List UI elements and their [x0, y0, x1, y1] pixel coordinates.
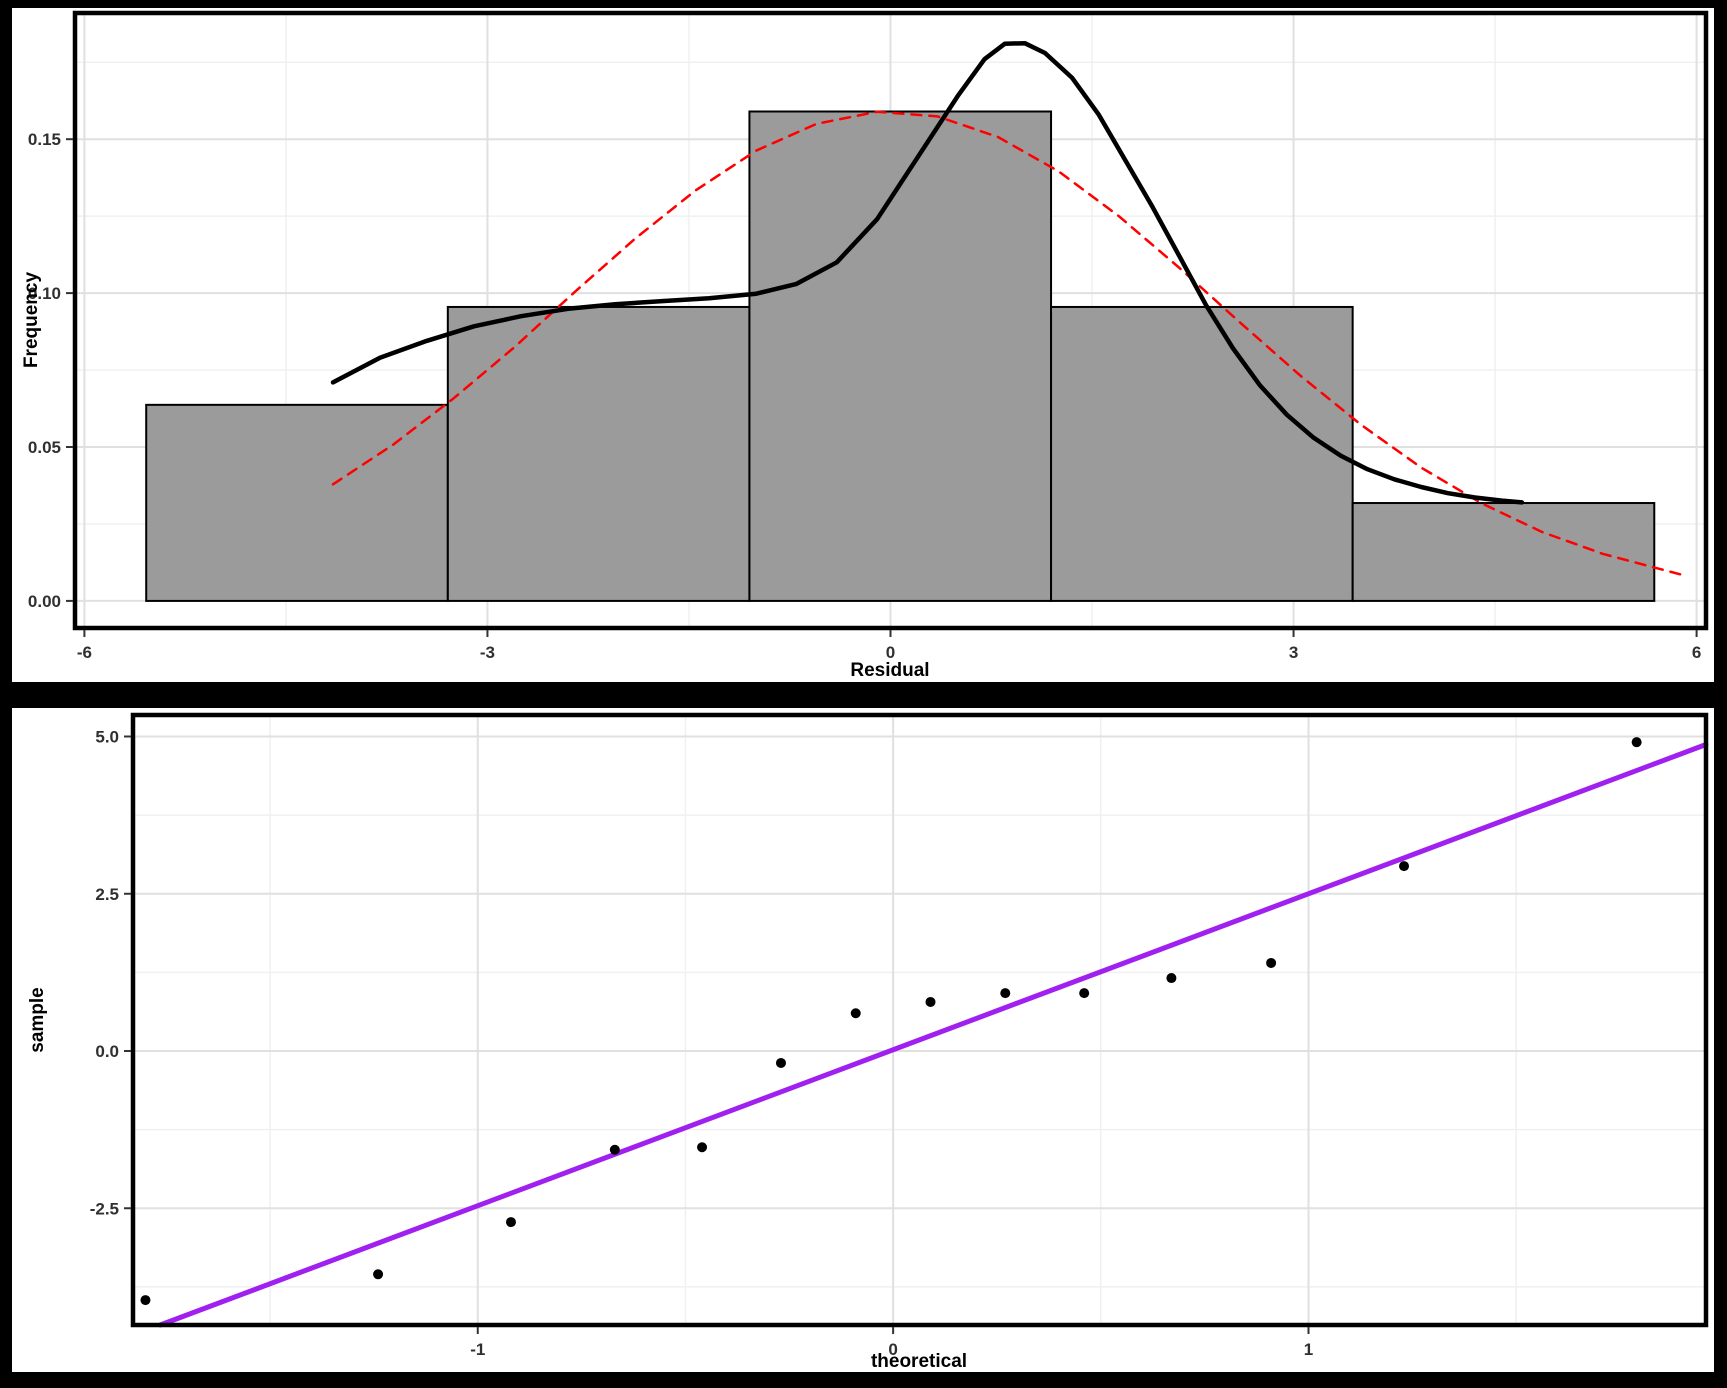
qq-point	[697, 1142, 708, 1153]
panel-border	[72, 10, 1709, 631]
histogram-y-axis-title: Frequency	[21, 271, 42, 369]
x-tick-label: 0	[886, 643, 895, 662]
qq-point	[1631, 737, 1642, 748]
histogram-chart-card: -6 -3 0 3 6 0.00 0.05 0.10 0.15 Residual Frequen…	[12, 8, 1714, 682]
x-tick-label: -1	[470, 1340, 485, 1359]
qq-point	[775, 1057, 786, 1068]
qq-point	[505, 1217, 516, 1228]
qq-point	[1266, 957, 1277, 968]
y-tick-label: 0.0	[95, 1042, 119, 1061]
qq-point	[1399, 861, 1410, 872]
y-tick-label: 0.10	[28, 284, 61, 303]
histogram-x-axis-title: Residual	[850, 660, 930, 681]
y-tick-label: 2.5	[95, 885, 119, 904]
y-tick-label: 0.15	[28, 130, 61, 149]
qq-x-axis-title: theoretical	[870, 1351, 968, 1372]
histogram-bar	[446, 305, 751, 602]
qq-chart-card: -1 0 1 5.0 2.5 0.0 -2.5 theoretical sample	[12, 708, 1714, 1372]
x-tick-label: 1	[1304, 1340, 1313, 1359]
qq-plot: -1 0 1 5.0 2.5 0.0 -2.5	[90, 712, 1709, 1359]
normal-curve	[331, 110, 1685, 577]
y-tick-label: 0.05	[28, 438, 61, 457]
x-tick-label: -6	[77, 643, 92, 662]
histogram-bar	[145, 403, 449, 602]
qq-point	[609, 1144, 620, 1155]
histogram-bar	[1351, 502, 1656, 602]
panel-background	[133, 715, 1706, 1325]
qq-point	[140, 1295, 151, 1306]
panel-border	[130, 712, 1709, 1328]
y-tick-label: -2.5	[90, 1199, 119, 1218]
qq-point	[925, 996, 936, 1007]
qq-point	[1166, 973, 1177, 984]
y-tick-label: 5.0	[95, 728, 119, 747]
histogram-bar	[748, 110, 1053, 602]
qq-point	[850, 1008, 861, 1019]
qq-line	[157, 741, 1709, 1328]
x-tick-label: -3	[480, 643, 495, 662]
x-tick-label: 0	[888, 1340, 897, 1359]
histogram-bar	[1050, 305, 1354, 602]
x-tick-label: 6	[1692, 643, 1701, 662]
x-tick-label: 3	[1289, 643, 1298, 662]
y-tick-label: 0.00	[28, 592, 61, 611]
qq-point	[1000, 988, 1011, 999]
qq-point	[373, 1269, 384, 1280]
qq-y-axis-title: sample	[27, 987, 48, 1053]
qq-point	[1079, 988, 1090, 999]
histogram-plot: -6 -3 0 3 6 0.00 0.05 0.10 0.15	[28, 10, 1709, 662]
density-curve	[330, 40, 1525, 505]
